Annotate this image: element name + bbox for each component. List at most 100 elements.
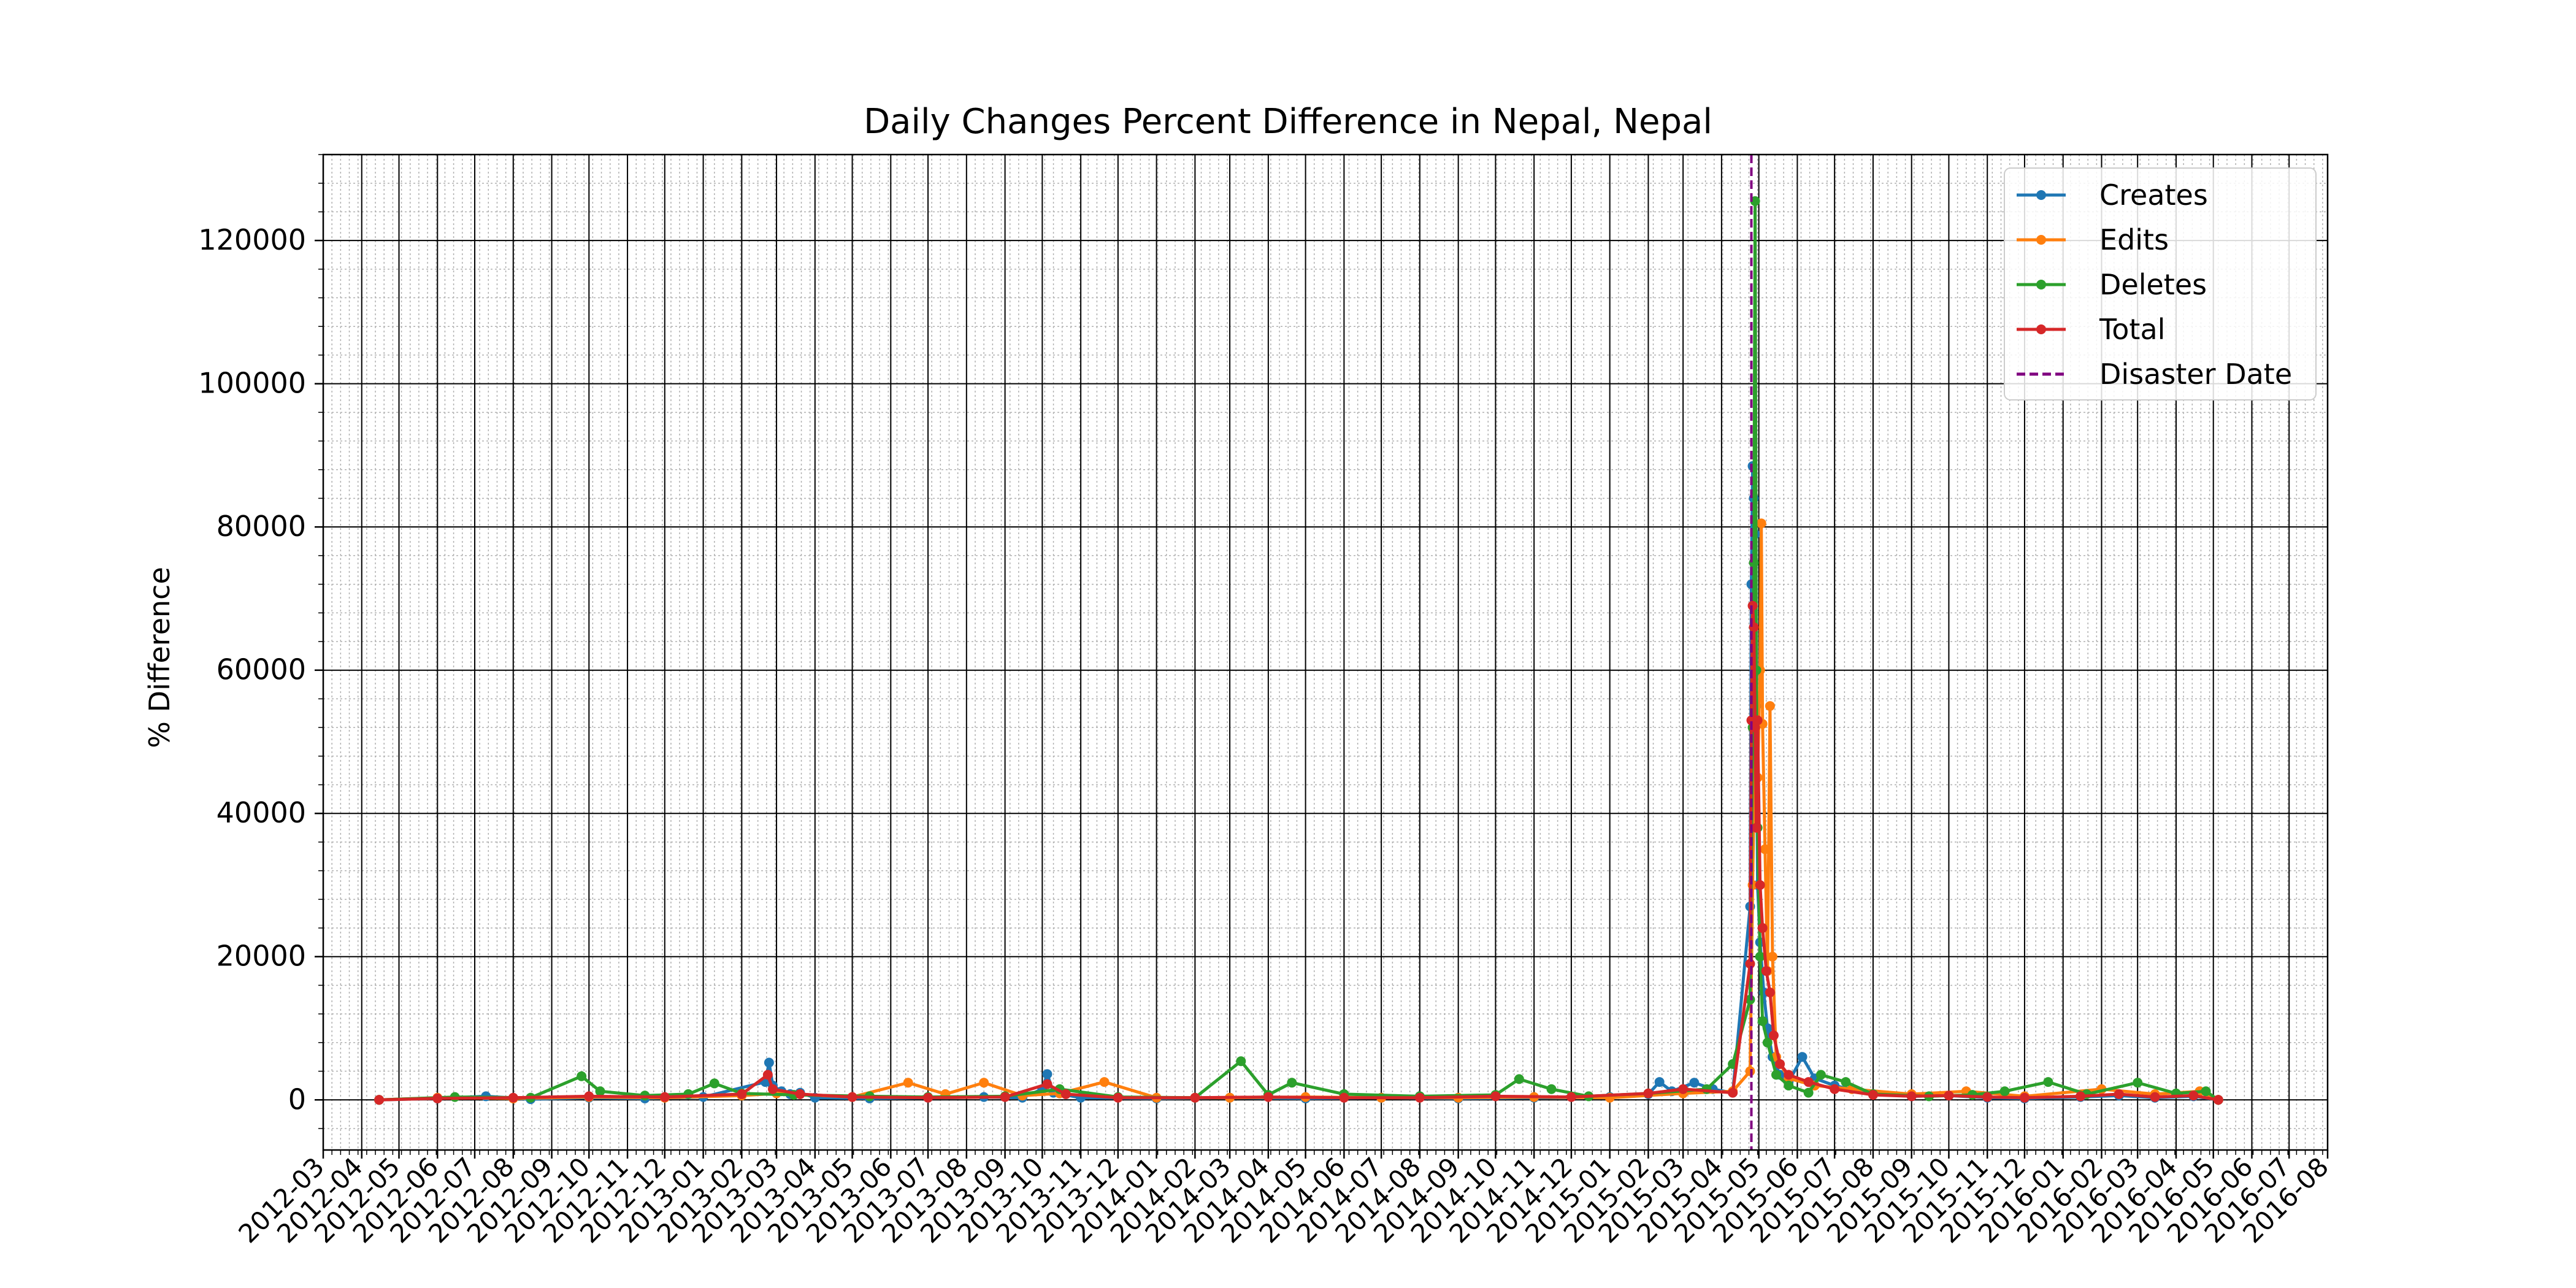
data-point <box>1042 1079 1052 1089</box>
data-point <box>2076 1091 2086 1102</box>
legend-item: Creates <box>2017 178 2208 212</box>
data-point <box>1000 1092 1010 1102</box>
series-line-edits <box>379 521 2219 1102</box>
legend-label: Edits <box>2099 223 2169 256</box>
data-point <box>2133 1078 2143 1088</box>
plot-frame <box>322 153 2329 1151</box>
data-point <box>1767 951 1777 962</box>
data-point <box>1566 1092 1576 1102</box>
legend-item: Edits <box>2017 223 2169 256</box>
data-point <box>1784 1070 1794 1080</box>
data-point <box>2188 1091 2199 1101</box>
y-tick-label: 60000 <box>217 653 306 686</box>
data-point <box>1797 1052 1807 1062</box>
legend-marker <box>2036 324 2046 334</box>
data-point <box>1771 1070 1781 1080</box>
data-point <box>737 1089 747 1099</box>
legend-label: Creates <box>2099 178 2208 212</box>
series-line-creates <box>379 464 2219 1102</box>
y-tick-label: 80000 <box>217 510 306 543</box>
data-point <box>1761 966 1771 976</box>
y-tick-label: 120000 <box>198 223 306 256</box>
data-point <box>847 1092 857 1102</box>
series-edits <box>374 518 2223 1105</box>
data-point <box>1999 1086 2010 1097</box>
data-point <box>1745 1066 1755 1076</box>
data-point <box>1263 1092 1273 1102</box>
data-point <box>1287 1078 1297 1088</box>
data-point <box>1060 1089 1071 1099</box>
data-point <box>1756 518 1766 529</box>
data-point <box>2150 1092 2160 1102</box>
y-tick-label: 0 <box>288 1083 306 1116</box>
data-point <box>1750 196 1760 206</box>
data-point <box>1745 959 1755 969</box>
data-point <box>1643 1088 1654 1098</box>
data-point <box>1841 1077 1851 1087</box>
legend: Creates Edits Deletes Total Disaster Date <box>2004 167 2317 401</box>
y-axis-label: % Difference <box>143 567 176 748</box>
data-point <box>764 1057 774 1068</box>
data-point <box>1190 1092 1200 1103</box>
data-point <box>1751 822 1761 833</box>
data-point <box>1830 1084 1840 1094</box>
data-point <box>1815 1070 1826 1080</box>
data-point <box>1752 715 1763 726</box>
data-point <box>903 1078 913 1088</box>
legend-item: Deletes <box>2017 268 2207 301</box>
y-axis: 0 20000 40000 60000 80000 100000 120000 <box>198 154 323 1129</box>
data-point <box>1803 1077 1814 1087</box>
data-point <box>1755 951 1765 962</box>
data-point <box>1803 1087 1814 1098</box>
data-point <box>659 1092 670 1102</box>
data-point <box>1944 1091 1954 1101</box>
y-tick-label: 100000 <box>198 367 306 400</box>
data-point <box>1728 1087 1738 1098</box>
chart-title: Daily Changes Percent Difference in Nepa… <box>864 102 1712 142</box>
legend-label: Total <box>2099 313 2165 346</box>
series-deletes <box>374 196 2223 1105</box>
data-point <box>2043 1077 2053 1087</box>
legend-marker <box>2036 280 2046 289</box>
data-point <box>1868 1090 1878 1100</box>
x-axis: 2012-032012-042012-052012-062012-072012-… <box>232 1150 2334 1249</box>
data-point <box>1768 1030 1779 1041</box>
data-point <box>1982 1092 1993 1102</box>
data-point <box>577 1071 587 1081</box>
legend-item: Disaster Date <box>2017 358 2292 391</box>
data-point <box>1099 1077 1110 1087</box>
data-point <box>1775 1059 1785 1069</box>
data-point <box>374 1095 385 1105</box>
data-point <box>767 1084 778 1094</box>
data-point <box>1757 923 1768 933</box>
data-point <box>432 1093 443 1103</box>
data-point <box>1784 1080 1794 1091</box>
legend-label: Disaster Date <box>2099 358 2292 391</box>
data-point <box>1689 1078 1700 1088</box>
data-point <box>2201 1086 2211 1097</box>
data-point <box>1757 1016 1768 1026</box>
data-point <box>2213 1095 2223 1105</box>
data-point <box>1765 987 1775 998</box>
data-point <box>1755 880 1765 890</box>
data-point <box>508 1092 518 1103</box>
y-tick-label: 40000 <box>217 796 306 829</box>
data-point <box>1339 1092 1349 1103</box>
data-point <box>1762 1037 1773 1048</box>
data-point <box>1760 844 1770 854</box>
data-point <box>2114 1089 2124 1099</box>
data-point <box>1490 1091 1501 1102</box>
data-point <box>1236 1056 1246 1067</box>
series-layer <box>374 196 2223 1105</box>
legend-box <box>2004 167 2317 401</box>
data-point <box>1414 1092 1425 1103</box>
legend-marker <box>2036 190 2046 200</box>
data-point <box>1514 1074 1524 1084</box>
data-point <box>1113 1092 1123 1103</box>
data-point <box>709 1078 719 1089</box>
legend-item: Total <box>2017 313 2165 346</box>
series-creates <box>374 461 2223 1105</box>
data-point <box>584 1091 594 1102</box>
